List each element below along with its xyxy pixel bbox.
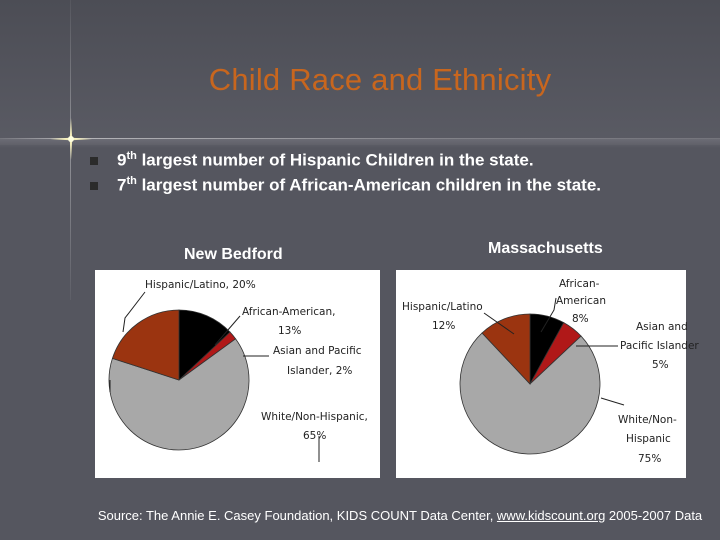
leader-line [600,397,625,406]
ma-slice-white-non-hispanic [459,332,601,455]
slide-header-background [0,0,720,145]
ma-white-label-2: Hispanic [626,433,671,445]
leader-line [122,291,146,333]
ma-african-american-label-2: American [556,295,606,307]
bullet-list: 9th largest number of Hispanic Children … [90,148,601,198]
leader-line [540,297,557,333]
bullet-item: 7th largest number of African-American c… [90,173,601,198]
nb-white-label: White/Non-Hispanic, [261,411,368,423]
new-bedford-pie [108,291,320,462]
ma-hispanic-label: Hispanic/Latino [402,301,483,313]
nb-slice-white-non-hispanic [108,338,250,451]
nb-slice-african-american [178,309,231,381]
kidscount-link[interactable]: www.kidscount.org [496,508,606,523]
ma-asian-label: Asian and [636,321,688,333]
header-divider-glow [0,138,720,148]
bullet-text: 7th largest number of African-American c… [117,175,601,195]
square-bullet-icon [90,156,98,165]
ma-hispanic-value: 12% [432,320,456,332]
ma-white-value: 75% [638,453,662,465]
nb-african-american-value: 13% [278,325,302,337]
nb-slice-hispanic-latino [111,309,180,381]
ma-slice-hispanic-latino [481,313,531,386]
massachusetts-pie [459,297,625,455]
decorative-horizontal-line [0,138,720,139]
bullet-item: 9th largest number of Hispanic Children … [90,148,601,173]
ma-white-label: White/Non- [618,414,677,426]
source-citation: Source: The Annie E. Casey Foundation, K… [97,508,703,523]
massachusetts-chart-title: Massachusetts [488,240,603,257]
slide-title: Child Race and Ethnicity [208,62,552,97]
square-bullet-icon [90,181,98,190]
massachusetts-chart: Hispanic/Latino 12% African- American 8%… [396,270,699,478]
leader-line [214,315,241,346]
nb-asian-label: Asian and Pacific [273,345,362,357]
leader-line [483,312,515,335]
new-bedford-chart-title: New Bedford [184,246,283,263]
nb-hispanic-label: Hispanic/Latino, 20% [145,279,256,291]
bullet-text: 9th largest number of Hispanic Children … [117,150,534,170]
ma-african-american-value: 8% [572,313,589,325]
new-bedford-chart: Hispanic/Latino, 20% African-American, 1… [95,270,380,478]
ma-asian-value: 5% [652,359,669,371]
ma-asian-label-2: Pacific Islander [620,340,699,352]
nb-african-american-label: African-American, [242,306,336,318]
sparkle-icon [50,118,92,160]
nb-asian-value: Islander, 2% [287,365,353,377]
ma-african-american-label: African- [559,278,600,290]
nb-white-value: 65% [303,430,327,442]
